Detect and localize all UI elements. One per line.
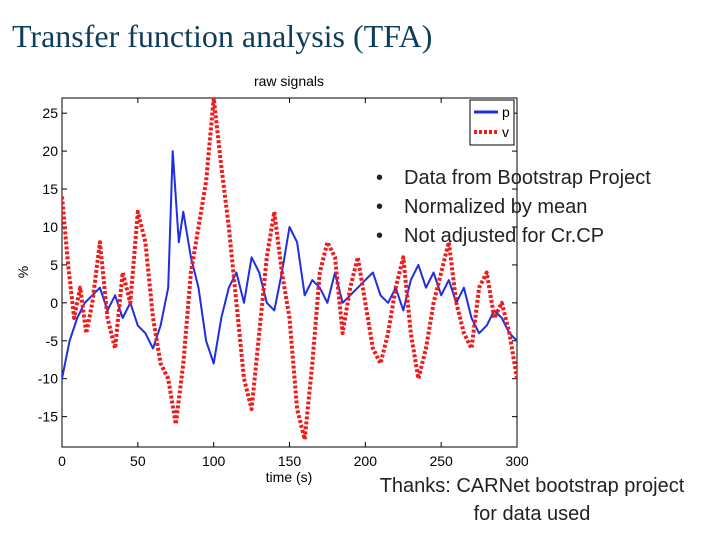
series-layer <box>62 98 517 442</box>
legend: p v <box>469 99 515 146</box>
x-tick-label: 50 <box>130 453 146 469</box>
x-tick-label: 0 <box>58 453 66 469</box>
x-tick-label: 300 <box>505 453 529 469</box>
y-tick-label: 25 <box>42 105 58 121</box>
bullet-list: • Data from Bootstrap Project • Normalized… <box>376 164 651 251</box>
y-tick-label: 5 <box>50 257 58 273</box>
y-axis-label: % <box>15 266 31 278</box>
y-tick-label: -10 <box>38 371 58 387</box>
y-tick-label: 15 <box>42 181 58 197</box>
legend-label-v: v <box>502 124 509 140</box>
y-tick-label: -5 <box>46 333 59 349</box>
chart-title: raw signals <box>254 73 324 89</box>
bullet-item: • Normalized by mean <box>376 196 588 218</box>
bullet-item: • Data from Bootstrap Project <box>376 167 651 189</box>
bullet-item: • Not adjusted for Cr.CP <box>376 225 605 247</box>
y-tick-label: 10 <box>42 219 58 235</box>
x-tick-label: 100 <box>202 453 226 469</box>
series-line-v <box>62 98 517 442</box>
y-tick-label: 20 <box>42 143 58 159</box>
credit-text: Thanks: CARNet bootstrap project for dat… <box>379 475 685 525</box>
legend-label-p: p <box>502 104 510 120</box>
bullet-text: Normalized by mean <box>404 196 588 218</box>
y-tick-label: 0 <box>50 295 58 311</box>
bullet-text: Not adjusted for Cr.CP <box>404 225 605 247</box>
x-tick-label: 250 <box>429 453 453 469</box>
series-line-p <box>62 150 517 379</box>
x-tick-label: 150 <box>278 453 302 469</box>
plot-frame <box>61 97 518 448</box>
y-tick-label: -15 <box>38 409 58 425</box>
y-axis: -15 -10 -5 0 5 10 15 20 25 <box>38 105 517 425</box>
x-axis: 0 50 100 150 200 250 300 <box>58 98 529 469</box>
bullet-text: Data from Bootstrap Project <box>404 167 651 189</box>
x-axis-label: time (s) <box>266 469 313 485</box>
slide-title: Transfer function analysis (TFA) <box>12 18 433 54</box>
x-tick-label: 200 <box>354 453 378 469</box>
legend-box <box>469 99 515 146</box>
